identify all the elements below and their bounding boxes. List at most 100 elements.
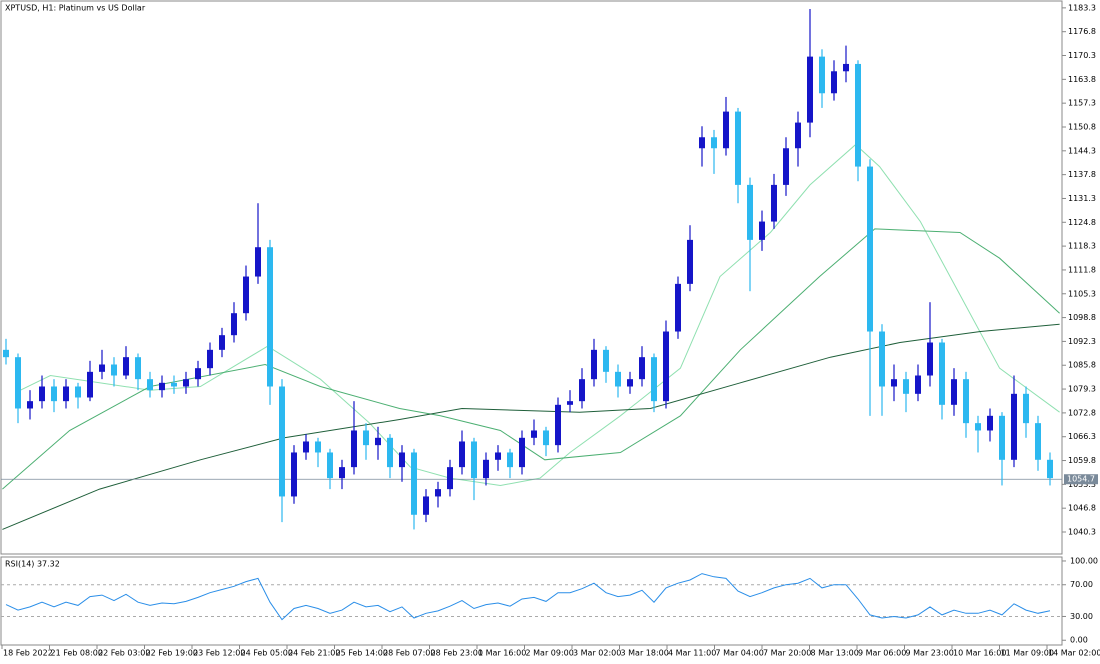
candle-body <box>759 221 765 240</box>
y-tick-label: 100.00 <box>1070 556 1098 565</box>
candle-body <box>963 379 969 424</box>
candle-body <box>423 496 429 515</box>
candle-body <box>627 379 633 387</box>
candle-body <box>27 401 33 409</box>
candle-body <box>411 452 417 515</box>
y-tick-label: 1111.8 <box>1068 265 1096 274</box>
y-tick-label: 1092.3 <box>1068 337 1096 346</box>
candle-body <box>1011 393 1017 460</box>
candle-body <box>495 452 501 460</box>
candle-body <box>87 371 93 398</box>
candle-body <box>735 111 741 185</box>
x-tick-label: 11 Mar 09:00 <box>1001 649 1054 658</box>
candle-body <box>255 247 261 277</box>
candle-body <box>519 437 525 468</box>
candle-body <box>891 379 897 387</box>
x-tick-label: 10 Mar 16:00 <box>953 649 1006 658</box>
moving-average <box>2 228 1060 490</box>
y-tick-label: 1170.3 <box>1068 51 1096 60</box>
x-tick-label: 21 Feb 08:00 <box>51 649 103 658</box>
candle-body <box>507 452 513 468</box>
x-tick-label: 28 Feb 23:00 <box>431 649 483 658</box>
x-tick-label: 2 Mar 09:00 <box>526 649 574 658</box>
candle-body <box>855 63 861 167</box>
candle-body <box>315 441 321 453</box>
candle-body <box>603 349 609 372</box>
candle-body <box>363 430 369 446</box>
y-tick-label: 1079.3 <box>1068 385 1096 394</box>
candle-body <box>927 342 933 376</box>
current-price-label: 1054.7 <box>1067 475 1095 484</box>
candle-body <box>783 148 789 185</box>
x-tick-label: 8 Mar 13:00 <box>811 649 859 658</box>
candle-body <box>459 441 465 468</box>
candle-body <box>951 379 957 405</box>
candle-body <box>387 437 393 468</box>
y-tick-label: 1059.8 <box>1068 456 1096 465</box>
candle-body <box>339 467 345 479</box>
chart-title: XPTUSD, H1: Platinum vs US Dollar <box>5 4 146 13</box>
x-tick-label: 3 Mar 02:00 <box>573 649 621 658</box>
rsi-title: RSI(14) 37.32 <box>5 560 60 569</box>
y-tick-label: 1183.3 <box>1068 3 1096 12</box>
candle-body <box>723 111 729 149</box>
y-tick-label: 1046.8 <box>1068 504 1096 513</box>
candle-body <box>75 386 81 398</box>
candle-body <box>807 56 813 123</box>
candle-body <box>327 452 333 479</box>
candle-body <box>615 371 621 387</box>
y-tick-label: 1053.3 <box>1068 480 1096 489</box>
candle-body <box>663 331 669 402</box>
candle-body <box>243 276 249 314</box>
candle-body <box>555 404 561 446</box>
candle-body <box>207 349 213 369</box>
candle-body <box>903 379 909 394</box>
x-tick-label: 24 Feb 21:00 <box>288 649 340 658</box>
candle-body <box>651 357 657 402</box>
y-tick-label: 1163.8 <box>1068 75 1096 84</box>
candle-body <box>975 423 981 431</box>
y-tick-label: 0.00 <box>1070 636 1088 645</box>
candle-body <box>543 430 549 446</box>
y-tick-label: 70.00 <box>1070 580 1093 589</box>
candle-body <box>567 401 573 405</box>
candle-body <box>231 313 237 336</box>
x-tick-label: 23 Feb 12:00 <box>193 649 245 658</box>
candle-body <box>291 452 297 497</box>
x-tick-label: 9 Mar 23:00 <box>906 649 954 658</box>
candle-body <box>279 386 285 497</box>
candle-body <box>1035 423 1041 460</box>
candle-body <box>303 441 309 453</box>
candle-body <box>819 56 825 94</box>
rsi-panel <box>0 556 1063 646</box>
candle-body <box>3 349 9 358</box>
x-tick-label: 1 Mar 16:00 <box>478 649 526 658</box>
candle-body <box>579 379 585 402</box>
candle-body <box>1047 459 1053 479</box>
candle-body <box>267 247 273 387</box>
candle-body <box>99 364 105 372</box>
candle-body <box>999 415 1005 460</box>
candle-body <box>111 364 117 376</box>
candle-body <box>123 357 129 376</box>
candle-body <box>471 441 477 479</box>
y-tick-label: 30.00 <box>1070 612 1093 621</box>
y-tick-label: 1040.3 <box>1068 528 1096 537</box>
candle-body <box>39 386 45 402</box>
x-tick-label: 7 Mar 04:00 <box>716 649 764 658</box>
candle-body <box>795 122 801 149</box>
x-tick-label: 24 Feb 05:00 <box>241 649 293 658</box>
candle-body <box>771 184 777 222</box>
candle-body <box>159 382 165 391</box>
y-tick-label: 1072.8 <box>1068 408 1096 417</box>
candle-body <box>51 386 57 402</box>
candle-body <box>63 386 69 402</box>
candle-body <box>831 71 837 94</box>
y-tick-label: 1098.8 <box>1068 313 1096 322</box>
candle-body <box>747 184 753 240</box>
candle-body <box>879 331 885 387</box>
candle-body <box>147 379 153 391</box>
candle-body <box>135 357 141 380</box>
y-tick-label: 1137.8 <box>1068 170 1096 179</box>
